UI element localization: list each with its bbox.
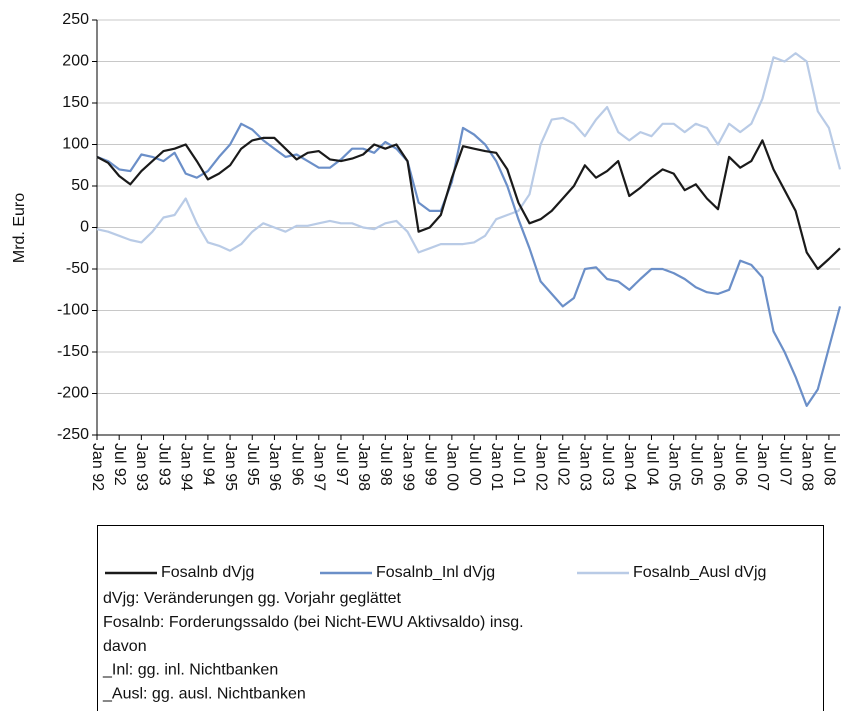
legend-box bbox=[97, 525, 824, 711]
y-tick-label: 0 bbox=[80, 219, 89, 236]
y-tick-label: 50 bbox=[71, 177, 89, 194]
legend-label: Fosalnb_Inl dVjg bbox=[376, 564, 495, 581]
x-tick-label: Jul 94 bbox=[200, 443, 217, 486]
y-tick-label: 200 bbox=[62, 53, 89, 70]
y-tick-label: -100 bbox=[57, 302, 89, 319]
x-tick-label: Jan 92 bbox=[89, 443, 106, 491]
series-line bbox=[96, 136, 841, 271]
x-tick-label: Jul 03 bbox=[599, 443, 616, 486]
x-tick-label: Jan 04 bbox=[621, 443, 638, 491]
series-line bbox=[96, 52, 842, 254]
y-tick-label: 250 bbox=[62, 11, 89, 28]
x-tick-label: Jan 02 bbox=[532, 443, 549, 491]
x-tick-label: Jan 94 bbox=[177, 443, 194, 491]
y-axis-label: Mrd. Euro bbox=[11, 193, 28, 263]
x-tick-label: Jan 07 bbox=[754, 443, 771, 491]
x-tick-label: Jan 93 bbox=[133, 443, 150, 491]
series-line bbox=[96, 122, 842, 407]
y-tick-label: 100 bbox=[62, 136, 89, 153]
x-tick-label: Jul 95 bbox=[244, 443, 261, 486]
legend-label: Fosalnb_Ausl dVjg bbox=[633, 564, 766, 581]
x-tick-label: Jan 06 bbox=[710, 443, 727, 491]
x-tick-label: Jul 97 bbox=[333, 443, 350, 486]
y-tick-label: -250 bbox=[57, 426, 89, 443]
x-tick-label: Jul 02 bbox=[555, 443, 572, 486]
legend-note: _Inl: gg. inl. Nichtbanken bbox=[102, 662, 278, 679]
x-tick-label: Jul 07 bbox=[776, 443, 793, 486]
x-tick-label: Jan 98 bbox=[355, 443, 372, 491]
y-tick-label: -50 bbox=[66, 260, 89, 277]
x-tick-label: Jan 96 bbox=[266, 443, 283, 491]
x-tick-label: Jul 04 bbox=[643, 443, 660, 486]
x-tick-label: Jan 00 bbox=[444, 443, 461, 491]
x-tick-label: Jul 08 bbox=[821, 443, 838, 486]
y-tick-label: 150 bbox=[62, 94, 89, 111]
x-tick-label: Jan 03 bbox=[577, 443, 594, 491]
x-tick-label: Jan 08 bbox=[798, 443, 815, 491]
x-tick-label: Jul 98 bbox=[377, 443, 394, 486]
legend-note: davon bbox=[103, 638, 147, 655]
x-tick-label: Jan 99 bbox=[399, 443, 416, 491]
legend-note: dVjg: Veränderungen gg. Vorjahr geglätte… bbox=[103, 590, 402, 607]
legend-note: Fosalnb: Forderungssaldo (bei Nicht-EWU … bbox=[103, 614, 524, 631]
x-tick-label: Jan 05 bbox=[665, 443, 682, 491]
x-tick-label: Jul 92 bbox=[111, 443, 128, 486]
x-tick-label: Jul 01 bbox=[510, 443, 527, 486]
x-tick-label: Jan 01 bbox=[488, 443, 505, 491]
x-tick-label: Jul 93 bbox=[155, 443, 172, 486]
legend-label: Fosalnb dVjg bbox=[161, 564, 254, 581]
x-tick-label: Jul 05 bbox=[688, 443, 705, 486]
legend-note: _Ausl: gg. ausl. Nichtbanken bbox=[102, 685, 306, 702]
x-tick-label: Jul 00 bbox=[466, 443, 483, 486]
x-tick-label: Jul 99 bbox=[421, 443, 438, 486]
x-tick-label: Jan 95 bbox=[222, 443, 239, 491]
y-tick-label: -150 bbox=[57, 343, 89, 360]
x-tick-label: Jan 97 bbox=[311, 443, 328, 491]
y-tick-label: -200 bbox=[57, 385, 89, 402]
x-tick-label: Jul 96 bbox=[288, 443, 305, 486]
x-tick-label: Jul 06 bbox=[732, 443, 749, 486]
